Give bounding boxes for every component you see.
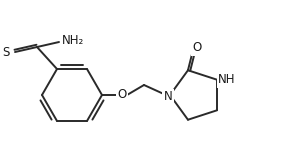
Text: NH: NH	[218, 73, 236, 86]
Text: O: O	[192, 41, 202, 54]
Text: NH₂: NH₂	[62, 34, 84, 47]
Text: N: N	[164, 90, 172, 103]
Text: S: S	[3, 45, 10, 59]
Text: O: O	[118, 88, 127, 101]
